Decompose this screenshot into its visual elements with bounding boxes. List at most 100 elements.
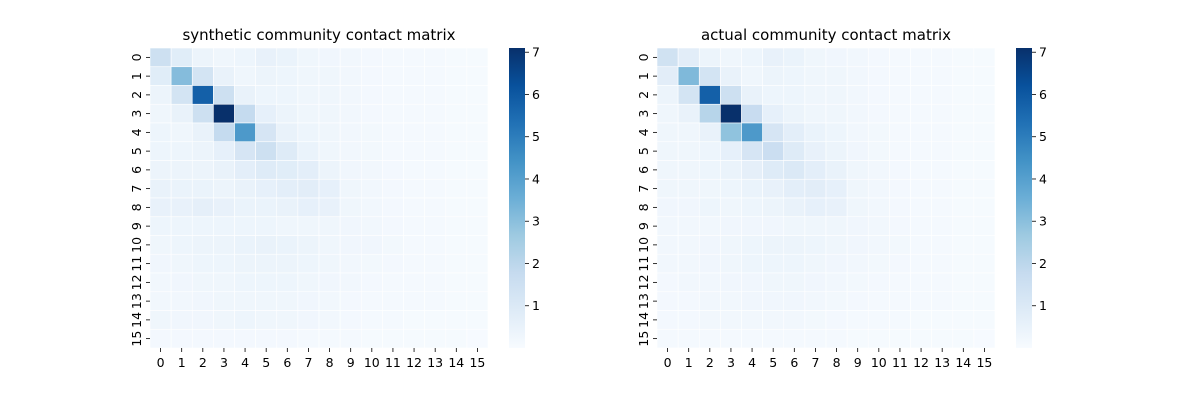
heatmap-cell — [973, 160, 996, 180]
heatmap-cell — [255, 85, 278, 105]
heatmap-cell — [466, 197, 489, 218]
y-tick-label: 2 — [636, 91, 651, 99]
heatmap-cell — [297, 160, 320, 180]
heatmap-cell — [867, 141, 890, 161]
heatmap-cell — [783, 47, 806, 68]
heatmap-cell — [867, 66, 890, 86]
heatmap-cell — [931, 178, 954, 199]
colorbar — [509, 48, 525, 348]
heatmap-cell — [720, 103, 742, 124]
heatmap-cell — [466, 66, 489, 86]
heatmap-cell — [846, 103, 869, 124]
heatmap-cell — [762, 85, 785, 105]
y-tick-label: 3 — [636, 110, 651, 118]
heatmap-cell — [825, 47, 848, 68]
heatmap-cell — [677, 47, 700, 68]
heatmap-cell — [931, 291, 954, 311]
heatmap-cell — [466, 272, 489, 293]
heatmap-cell — [762, 216, 785, 236]
heatmap-cell — [698, 47, 721, 68]
heatmap-cell — [867, 235, 890, 255]
colorbar-tick-label: 6 — [532, 87, 540, 102]
heatmap-cell — [825, 272, 848, 293]
heatmap-cell — [213, 85, 235, 105]
heatmap-cell — [255, 103, 278, 124]
x-tick-label: 11 — [892, 355, 908, 370]
heatmap-cell — [297, 178, 320, 199]
heatmap-cell — [360, 160, 383, 180]
heatmap-cell — [656, 253, 679, 274]
heatmap-cell — [424, 197, 447, 218]
heatmap-cell — [741, 216, 763, 236]
heatmap-cell — [720, 216, 742, 236]
heatmap-cell — [973, 66, 996, 86]
heatmap-cell — [213, 310, 235, 330]
heatmap-cell — [656, 291, 679, 311]
heatmap-cell — [191, 310, 214, 330]
heatmap-cell — [846, 235, 869, 255]
heatmap-cell — [466, 122, 489, 143]
heatmap-cell — [213, 216, 235, 236]
heatmap-cell — [910, 291, 932, 311]
y-tick-label: 1 — [636, 72, 651, 80]
heatmap-cell — [297, 66, 320, 86]
heatmap-cell — [973, 85, 996, 105]
heatmap-cell — [846, 85, 869, 105]
heatmap-cell — [804, 47, 827, 68]
heatmap-cell — [720, 291, 742, 311]
heatmap-cell — [741, 235, 763, 255]
heatmap-cell — [466, 47, 489, 68]
heatmap-cell — [762, 197, 785, 218]
heatmap-cell — [149, 291, 172, 311]
heatmap-cell — [234, 103, 256, 124]
heatmap-cell — [910, 122, 932, 143]
heatmap-cell — [170, 328, 193, 349]
heatmap-cell — [973, 103, 996, 124]
heatmap-cell — [846, 47, 869, 68]
heatmap-cell — [762, 328, 785, 349]
heatmap-cell — [424, 272, 447, 293]
heatmap-cell — [255, 216, 278, 236]
heatmap-cell — [234, 66, 256, 86]
y-tick-label: 13 — [129, 293, 144, 309]
heatmap-cell — [297, 328, 320, 349]
heatmap-cell — [846, 178, 869, 199]
heatmap-cell — [783, 66, 806, 86]
heatmap-cell — [318, 85, 341, 105]
heatmap-cell — [656, 66, 679, 86]
heatmap-cell — [424, 235, 447, 255]
heatmap-cell — [339, 141, 362, 161]
heatmap-cell — [403, 328, 425, 349]
heatmap-cell — [445, 141, 468, 161]
heatmap-cell — [339, 216, 362, 236]
heatmap-cell — [191, 160, 214, 180]
x-tick-label: 7 — [811, 355, 819, 370]
heatmap-cell — [170, 310, 193, 330]
heatmap-cell — [889, 47, 911, 68]
heatmap-cell — [825, 253, 848, 274]
colorbar-tick-label: 4 — [532, 171, 540, 186]
heatmap-cell — [952, 66, 975, 86]
y-tick-label: 12 — [636, 274, 651, 290]
heatmap-cell — [677, 85, 700, 105]
heatmap-cell — [191, 328, 214, 349]
heatmap-cell — [403, 197, 425, 218]
heatmap-cell — [403, 141, 425, 161]
y-tick-label: 3 — [129, 110, 144, 118]
heatmap-cell — [339, 122, 362, 143]
heatmap-cell — [825, 122, 848, 143]
heatmap-cell — [339, 47, 362, 68]
heatmap-cell — [656, 85, 679, 105]
x-tick-label: 1 — [178, 355, 186, 370]
heatmap-cell — [698, 85, 721, 105]
heatmap-cell — [149, 160, 172, 180]
heatmap-cell — [149, 178, 172, 199]
heatmap-cell — [741, 253, 763, 274]
heatmap-cell — [889, 103, 911, 124]
heatmap-cell — [213, 235, 235, 255]
y-tick-label: 5 — [129, 147, 144, 155]
heatmap-cell — [213, 66, 235, 86]
heatmap-cell — [445, 178, 468, 199]
heatmap-cell — [149, 122, 172, 143]
